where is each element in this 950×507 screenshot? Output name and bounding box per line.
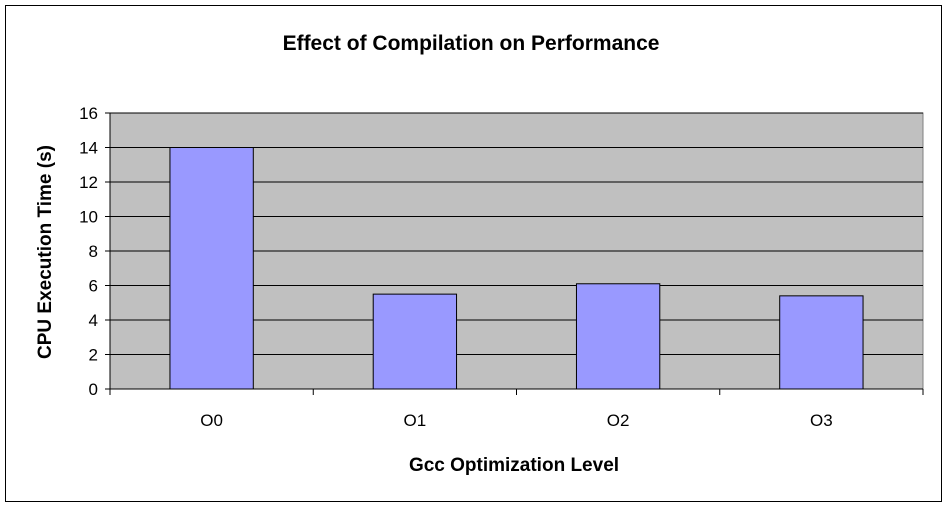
y-axis-ticks: 0 2 4 6 8 10 12 14 16 [79, 104, 110, 399]
x-tick-label: O3 [810, 411, 833, 430]
y-tick-label: 2 [89, 346, 98, 365]
bar-o1 [372, 293, 458, 390]
y-tick-label: 0 [89, 380, 98, 399]
y-tick-label: 6 [89, 277, 98, 296]
y-axis-label: CPU Execution Time (s) [35, 145, 56, 359]
bars [169, 147, 864, 390]
y-tick-label: 10 [79, 208, 98, 227]
bar-o3 [779, 295, 864, 390]
y-tick-label: 8 [89, 242, 98, 261]
bar-o2 [575, 283, 661, 390]
x-tick-label: O0 [200, 411, 223, 430]
y-tick-label: 12 [79, 173, 98, 192]
y-tick-label: 4 [89, 311, 98, 330]
y-tick-label: 14 [79, 139, 98, 158]
bar-o0 [169, 147, 254, 390]
x-tick-label: O2 [607, 411, 630, 430]
x-axis-ticks: O0 O1 O2 O3 [109, 389, 924, 430]
x-tick-label: O1 [404, 411, 427, 430]
y-tick-label: 16 [79, 104, 98, 123]
chart-title: Effect of Compilation on Performance [283, 32, 660, 55]
x-axis-label: Gcc Optimization Level [409, 455, 619, 476]
